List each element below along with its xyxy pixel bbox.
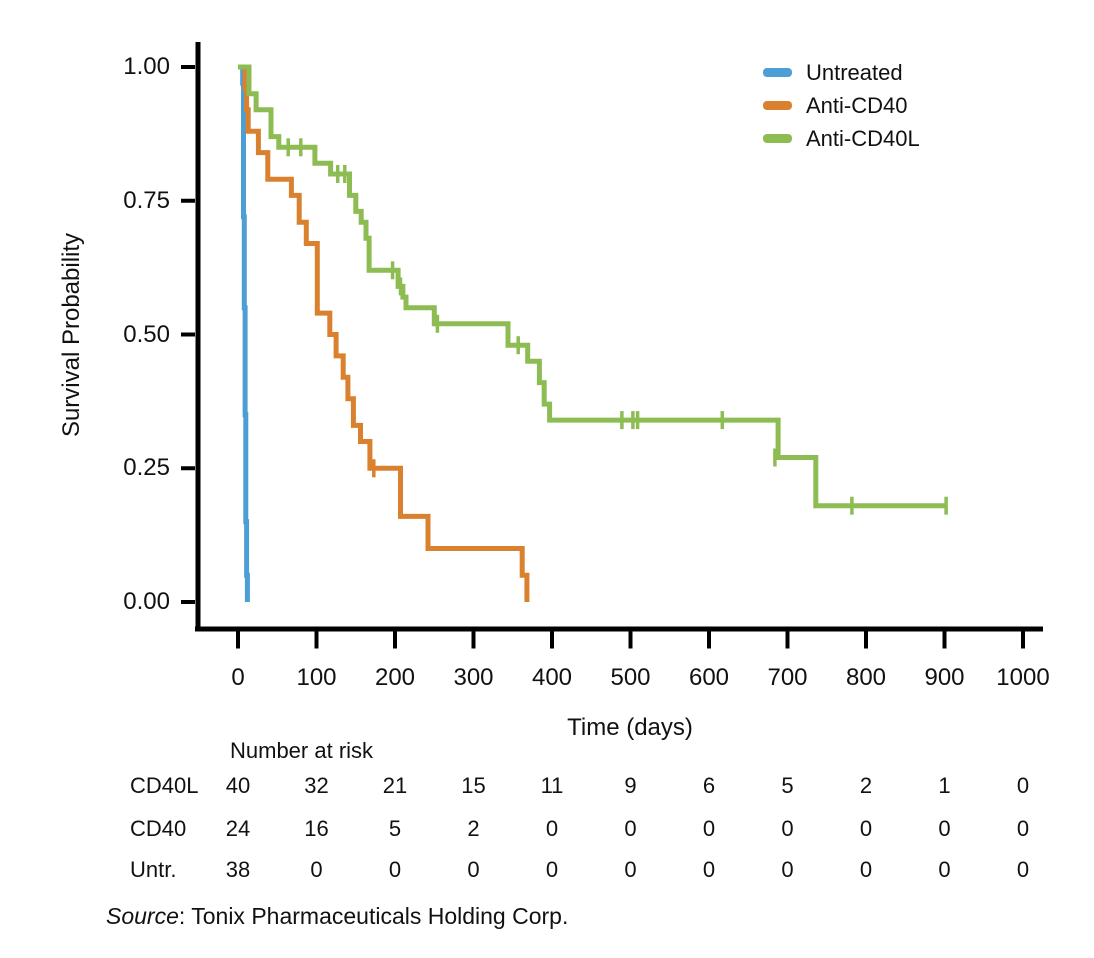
risk-value: 0 <box>1016 773 1030 798</box>
y-tick-label: 1.00 <box>123 53 170 80</box>
x-tick-label: 800 <box>845 664 887 691</box>
legend-item-untreated: Untreated <box>763 56 920 89</box>
legend-label: Anti-CD40L <box>806 125 920 151</box>
risk-value: 38 <box>225 857 251 882</box>
risk-row-label: CD40L <box>130 773 199 798</box>
risk-value: 0 <box>545 857 559 882</box>
risk-value: 5 <box>388 816 402 841</box>
risk-row-label: Untr. <box>130 857 177 882</box>
x-axis-title: Time (days) <box>567 714 693 741</box>
risk-value: 0 <box>1016 816 1030 841</box>
y-tick-mark <box>181 65 195 69</box>
x-tick-mark <box>393 631 397 649</box>
x-tick-mark <box>707 631 711 649</box>
risk-value: 5 <box>781 773 794 798</box>
legend-swatch-untreated <box>763 68 792 77</box>
x-axis-spine <box>195 626 1043 632</box>
curve-anti-cd40 <box>238 64 530 602</box>
risk-value: 21 <box>382 773 408 798</box>
curve-untreated <box>238 64 250 602</box>
risk-value: 0 <box>781 816 794 841</box>
risk-row-label: CD40 <box>130 816 187 841</box>
x-tick-mark <box>1021 631 1025 649</box>
risk-value: 24 <box>225 816 251 841</box>
x-tick-label: 600 <box>688 664 730 691</box>
risk-value: 2 <box>859 773 873 798</box>
y-tick-mark <box>181 198 195 203</box>
legend-label: Untreated <box>806 59 903 85</box>
risk-value: 0 <box>467 857 480 882</box>
risk-value: 0 <box>938 857 951 882</box>
risk-value: 2 <box>467 816 480 841</box>
y-tick-label: 0.50 <box>123 320 170 348</box>
risk-value: 6 <box>702 773 716 798</box>
x-tick-mark <box>236 631 240 649</box>
risk-value: 0 <box>624 816 637 841</box>
risk-value: 0 <box>310 857 323 882</box>
x-tick-mark <box>864 631 868 649</box>
x-tick-label: 200 <box>374 664 416 691</box>
y-axis-spine <box>195 42 201 631</box>
risk-value: 9 <box>624 773 637 798</box>
legend-item-anti-cd40: Anti-CD40 <box>763 89 920 122</box>
x-tick-label: 0 <box>231 664 245 691</box>
legend: Untreated Anti-CD40 Anti-CD40L <box>763 56 920 155</box>
source-label: Source <box>106 903 179 929</box>
risk-value: 0 <box>781 857 794 882</box>
x-tick-label: 100 <box>296 664 337 691</box>
y-tick-mark <box>181 600 195 604</box>
curve-anti-cd40l <box>238 64 947 509</box>
risk-value: 40 <box>225 773 251 798</box>
legend-item-anti-cd40l: Anti-CD40L <box>763 122 920 155</box>
y-tick-mark <box>181 466 195 471</box>
risk-value: 0 <box>702 857 716 882</box>
legend-label: Anti-CD40 <box>806 92 908 118</box>
x-tick-mark <box>785 631 790 649</box>
source-attribution: Source: Tonix Pharmaceuticals Holding Co… <box>106 903 568 930</box>
x-tick-label: 1000 <box>996 664 1050 691</box>
y-axis-title: Survival Probability <box>58 232 85 438</box>
x-tick-mark <box>314 631 319 649</box>
risk-value: 32 <box>304 773 329 798</box>
risk-value: 0 <box>1016 857 1030 882</box>
y-tick-label: 0.00 <box>123 588 170 615</box>
risk-table-header: Number at risk <box>230 738 374 763</box>
risk-value: 0 <box>545 816 559 841</box>
risk-value: 0 <box>702 816 716 841</box>
risk-value: 0 <box>938 816 951 841</box>
y-tick-mark <box>181 332 195 337</box>
y-tick-label: 0.75 <box>123 186 170 214</box>
x-tick-label: 700 <box>767 664 808 691</box>
x-tick-label: 500 <box>610 664 651 691</box>
risk-value: 1 <box>938 773 951 798</box>
x-tick-mark <box>942 631 947 649</box>
risk-value: 0 <box>388 857 402 882</box>
x-tick-mark <box>471 631 476 649</box>
x-tick-mark <box>550 631 554 649</box>
x-tick-label: 300 <box>453 664 494 691</box>
x-tick-label: 900 <box>924 664 965 691</box>
risk-value: 0 <box>624 857 637 882</box>
risk-value: 16 <box>304 816 329 841</box>
risk-value: 15 <box>461 773 486 798</box>
source-text: : Tonix Pharmaceuticals Holding Corp. <box>178 903 569 929</box>
x-tick-mark <box>628 631 633 649</box>
risk-value: 0 <box>859 857 873 882</box>
y-tick-label: 0.25 <box>123 454 170 482</box>
x-tick-label: 400 <box>531 664 573 691</box>
legend-swatch-anti-cd40l <box>763 134 792 143</box>
risk-value: 11 <box>540 773 564 798</box>
risk-value: 0 <box>859 816 873 841</box>
legend-swatch-anti-cd40 <box>763 101 792 110</box>
